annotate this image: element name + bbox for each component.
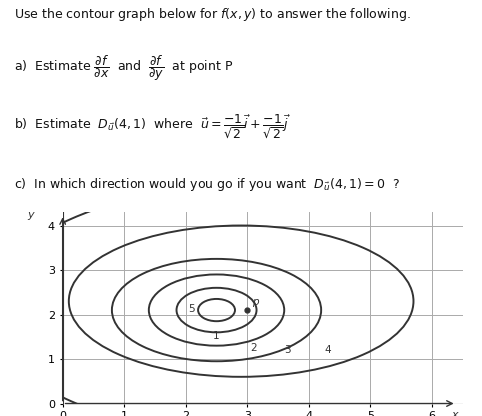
Text: a)  Estimate $\dfrac{\partial f}{\partial x}$  and  $\dfrac{\partial f}{\partial: a) Estimate $\dfrac{\partial f}{\partial… bbox=[14, 53, 234, 83]
Text: $p$: $p$ bbox=[252, 297, 260, 309]
Text: 2: 2 bbox=[250, 343, 257, 353]
Text: $y$: $y$ bbox=[27, 210, 36, 221]
Text: 1: 1 bbox=[213, 331, 220, 341]
Text: c)  In which direction would you go if you want  $D_{\vec{u}}(4,1) = 0$  ?: c) In which direction would you go if yo… bbox=[14, 176, 401, 193]
Text: 5: 5 bbox=[188, 304, 195, 314]
Text: $x$: $x$ bbox=[451, 410, 460, 416]
Text: 4: 4 bbox=[324, 345, 331, 355]
Text: 3: 3 bbox=[284, 345, 291, 355]
Text: Use the contour graph below for $f(x,y)$ to answer the following.: Use the contour graph below for $f(x,y)$… bbox=[14, 6, 411, 23]
Text: b)  Estimate  $D_{\vec{u}}(4,1)$  where  $\vec{u} = \dfrac{-1}{\sqrt{2}}\vec{i}+: b) Estimate $D_{\vec{u}}(4,1)$ where $\v… bbox=[14, 114, 291, 141]
